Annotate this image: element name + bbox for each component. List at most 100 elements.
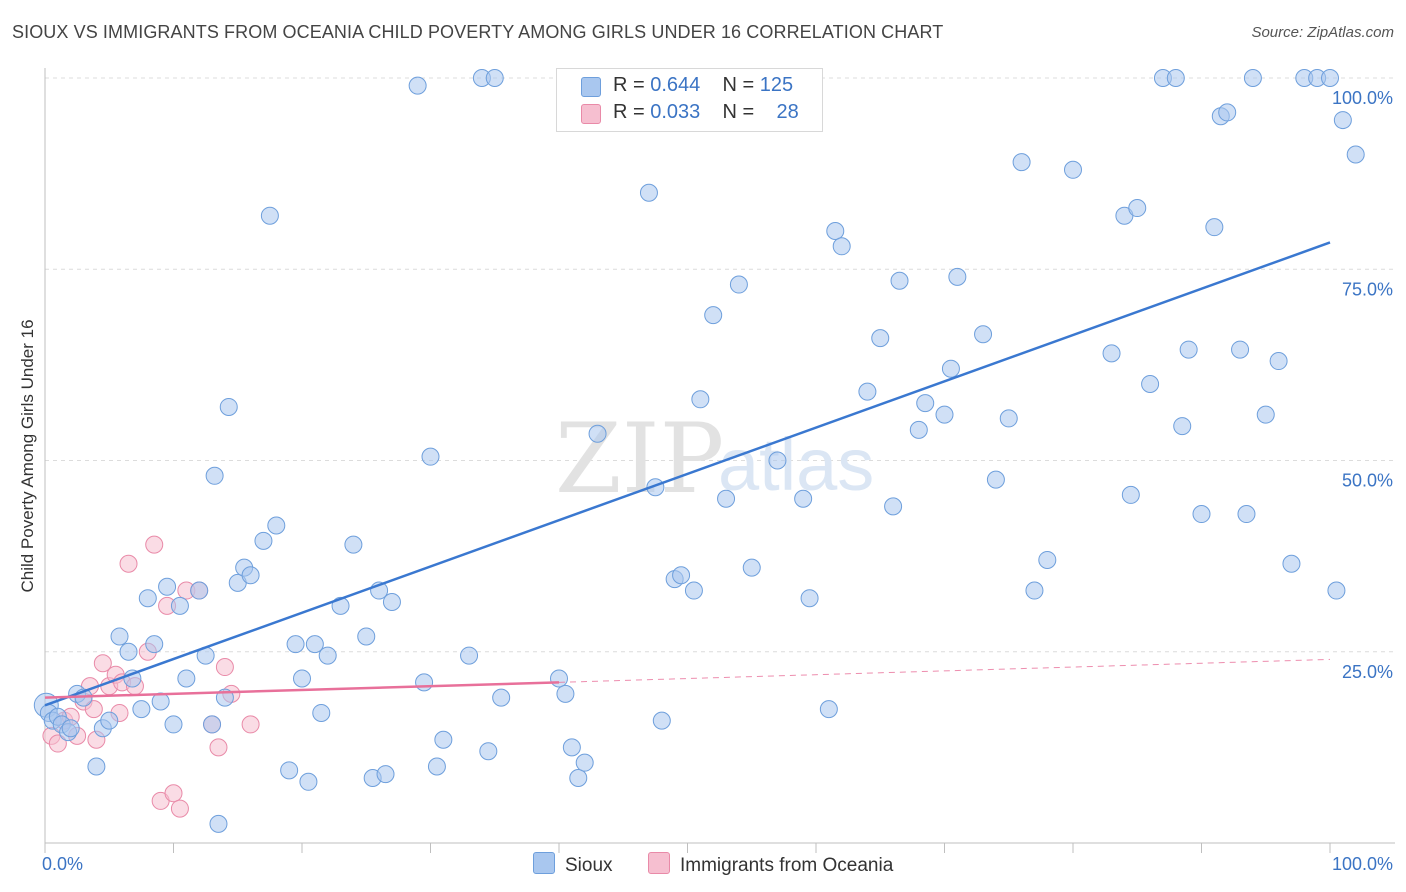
sioux-point (819, 700, 838, 719)
sioux-point (158, 577, 177, 596)
sioux-point (691, 390, 710, 409)
y-tick-label: 50.0% (1342, 471, 1393, 491)
sioux-point (492, 688, 511, 707)
legend-n-label: N = (722, 101, 755, 123)
sioux-point (382, 593, 401, 612)
sioux-point (1243, 69, 1262, 87)
bottom-legend-sioux: Sioux (533, 852, 613, 877)
bottom-legend-label-oceania: Immigrants from Oceania (680, 855, 894, 876)
sioux-point (312, 703, 331, 722)
x-tick-label: 0.0% (42, 854, 83, 874)
sioux-point (318, 646, 337, 665)
sioux-point (138, 589, 157, 608)
sioux-point (1102, 344, 1121, 363)
bottom-legend-swatch-sioux (533, 852, 555, 874)
sioux-point (1205, 218, 1224, 237)
sioux-point (119, 642, 138, 661)
sioux-point (110, 627, 129, 646)
sioux-point (145, 635, 164, 654)
oceania-point (164, 784, 183, 803)
sioux-point (575, 753, 594, 772)
sioux-point (1327, 581, 1346, 600)
sioux-point (1237, 505, 1256, 524)
legend-n-value: 28 (776, 101, 799, 123)
sioux-point (652, 711, 671, 730)
sioux-point (1121, 485, 1140, 504)
legend-n-label: N = (722, 74, 755, 96)
bottom-legend-label-sioux: Sioux (565, 855, 613, 876)
x-tick-label: 100.0% (1332, 854, 1393, 874)
sioux-point (177, 669, 196, 688)
sioux-point (1128, 199, 1147, 218)
sioux-point (588, 424, 607, 443)
sioux-point (434, 730, 453, 749)
legend-swatch-oceania (581, 104, 601, 124)
sioux-point (941, 359, 960, 378)
sioux-point (826, 222, 845, 240)
oceania-point (170, 799, 189, 818)
sioux-point (729, 275, 748, 294)
sioux-point (267, 516, 286, 535)
sioux-point (550, 669, 568, 688)
sioux-point (999, 409, 1018, 428)
legend-text-oceania: R = 0.033 N = 28 (613, 101, 799, 124)
sioux-point (1218, 103, 1237, 122)
legend-n-value: 125 (759, 74, 794, 96)
sioux-point (254, 531, 273, 550)
sioux-point (704, 306, 723, 325)
legend-text-sioux: R = 0.644 N = 125 (613, 74, 793, 97)
sioux-point (203, 715, 222, 734)
sioux-point (170, 596, 189, 615)
sioux-point (357, 627, 376, 646)
oceania-point (209, 738, 228, 757)
y-tick-label: 100.0% (1332, 88, 1393, 108)
sioux-point (61, 719, 80, 738)
sioux-point (1333, 111, 1352, 130)
sioux-point (219, 397, 238, 416)
legend-r-label: R = (613, 74, 645, 96)
sioux-point (717, 489, 736, 508)
sioux-point (1012, 153, 1031, 172)
oceania-point (241, 715, 260, 734)
watermark-zip: ZIP (555, 403, 724, 515)
sioux-point (800, 589, 819, 608)
sioux-points (33, 69, 1365, 833)
sioux-point (460, 646, 479, 665)
sioux-point (164, 715, 183, 734)
sioux-point (260, 206, 279, 225)
sioux-point (427, 757, 446, 776)
y-tick-label: 25.0% (1342, 662, 1393, 682)
sioux-point (1256, 405, 1275, 424)
sioux-point (986, 470, 1005, 489)
y-tick-label: 75.0% (1342, 279, 1393, 299)
sioux-point (190, 581, 209, 600)
bottom-legend-oceania: Immigrants from Oceania (648, 852, 893, 877)
sioux-point (974, 325, 993, 344)
legend-r-label: R = (613, 101, 645, 123)
sioux-point (672, 566, 691, 585)
oceania-point (48, 734, 67, 753)
watermark-atlas: atlas (718, 423, 874, 506)
sioux-point (305, 635, 324, 654)
oceania-points (42, 535, 260, 818)
sioux-point (1038, 550, 1057, 569)
sioux-point (1141, 375, 1160, 393)
sioux-point (794, 489, 813, 508)
sioux-point (1269, 352, 1288, 371)
sioux-point (132, 700, 151, 719)
sioux-point (948, 267, 967, 286)
oceania-point (215, 658, 234, 677)
legend-r-value: 0.033 (650, 101, 701, 123)
sioux-point (639, 183, 658, 202)
sioux-point (909, 420, 928, 439)
sioux-point (742, 558, 761, 577)
sioux-point (832, 237, 851, 256)
sioux-point (421, 447, 440, 466)
sioux-point (1064, 160, 1082, 179)
sioux-point (569, 768, 588, 787)
sioux-point (415, 673, 434, 692)
sioux-point (1179, 340, 1198, 359)
sioux-point (562, 738, 581, 757)
sioux-point (1173, 417, 1192, 436)
